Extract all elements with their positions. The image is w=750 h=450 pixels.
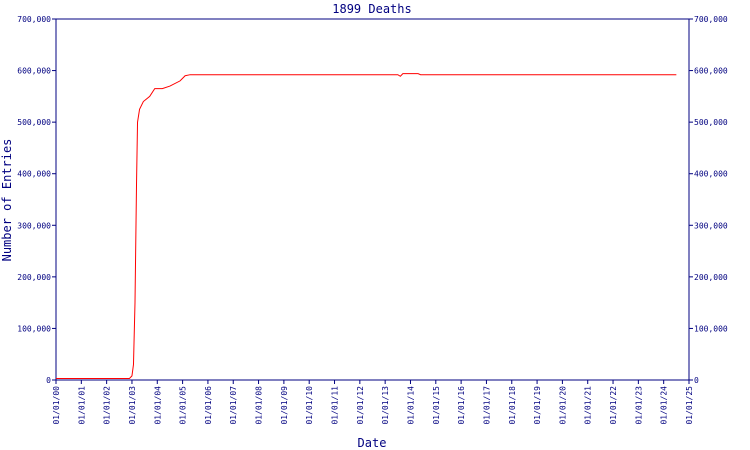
x-tick-label: 01/01/24 xyxy=(660,386,669,425)
y-tick-label-right: 100,000 xyxy=(694,324,728,333)
y-tick-label-right: 700,000 xyxy=(694,15,728,24)
line xyxy=(56,73,677,379)
x-tick-label: 01/01/11 xyxy=(331,386,340,425)
x-tick-label: 01/01/03 xyxy=(128,386,137,425)
x-tick-label: 01/01/00 xyxy=(52,386,61,425)
x-tick-label: 01/01/10 xyxy=(305,386,314,425)
y-tick-label: 100,000 xyxy=(17,324,51,333)
x-tick-label: 01/01/22 xyxy=(609,386,618,425)
y-tick-label: 500,000 xyxy=(17,118,51,127)
x-tick-label: 01/01/09 xyxy=(280,386,289,425)
y-tick-label-right: 400,000 xyxy=(694,170,728,179)
x-tick-label: 01/01/01 xyxy=(77,386,86,425)
x-tick-label: 01/01/25 xyxy=(685,386,694,425)
y-tick-label-right: 0 xyxy=(694,376,699,385)
y-tick-label: 200,000 xyxy=(17,273,51,282)
x-tick-label: 01/01/23 xyxy=(634,386,643,425)
x-tick-label: 01/01/06 xyxy=(204,386,213,425)
y-tick-label-right: 600,000 xyxy=(694,67,728,76)
x-tick-label: 01/01/14 xyxy=(406,386,415,425)
chart-title: 1899 Deaths xyxy=(332,2,411,16)
y-tick-label: 300,000 xyxy=(17,221,51,230)
y-tick-label: 600,000 xyxy=(17,67,51,76)
x-tick-label: 01/01/04 xyxy=(153,386,162,425)
x-tick-label: 01/01/02 xyxy=(103,386,112,425)
x-tick-label: 01/01/21 xyxy=(584,386,593,425)
x-tick-label: 01/01/17 xyxy=(482,386,491,425)
plot-frame xyxy=(55,18,690,381)
y-axis-label: Number of Entries xyxy=(0,139,14,262)
x-tick-label: 01/01/20 xyxy=(558,386,567,425)
y-tick-label: 700,000 xyxy=(17,15,51,24)
x-tick-label: 01/01/15 xyxy=(432,386,441,425)
y-tick-label: 400,000 xyxy=(17,170,51,179)
x-tick-label: 01/01/12 xyxy=(356,386,365,425)
x-tick-label: 01/01/08 xyxy=(255,386,264,425)
x-tick-label: 01/01/16 xyxy=(457,386,466,425)
x-tick-label: 01/01/05 xyxy=(179,386,188,425)
y-tick-label: 0 xyxy=(46,376,51,385)
x-axis-label: Date xyxy=(358,436,387,450)
y-tick-label-right: 300,000 xyxy=(694,221,728,230)
x-tick-label: 01/01/13 xyxy=(381,386,390,425)
x-tick-label: 01/01/19 xyxy=(533,386,542,425)
x-tick-label: 01/01/18 xyxy=(508,386,517,425)
x-tick-label: 01/01/07 xyxy=(229,386,238,425)
y-tick-label-right: 500,000 xyxy=(694,118,728,127)
y-tick-label-right: 200,000 xyxy=(694,273,728,282)
